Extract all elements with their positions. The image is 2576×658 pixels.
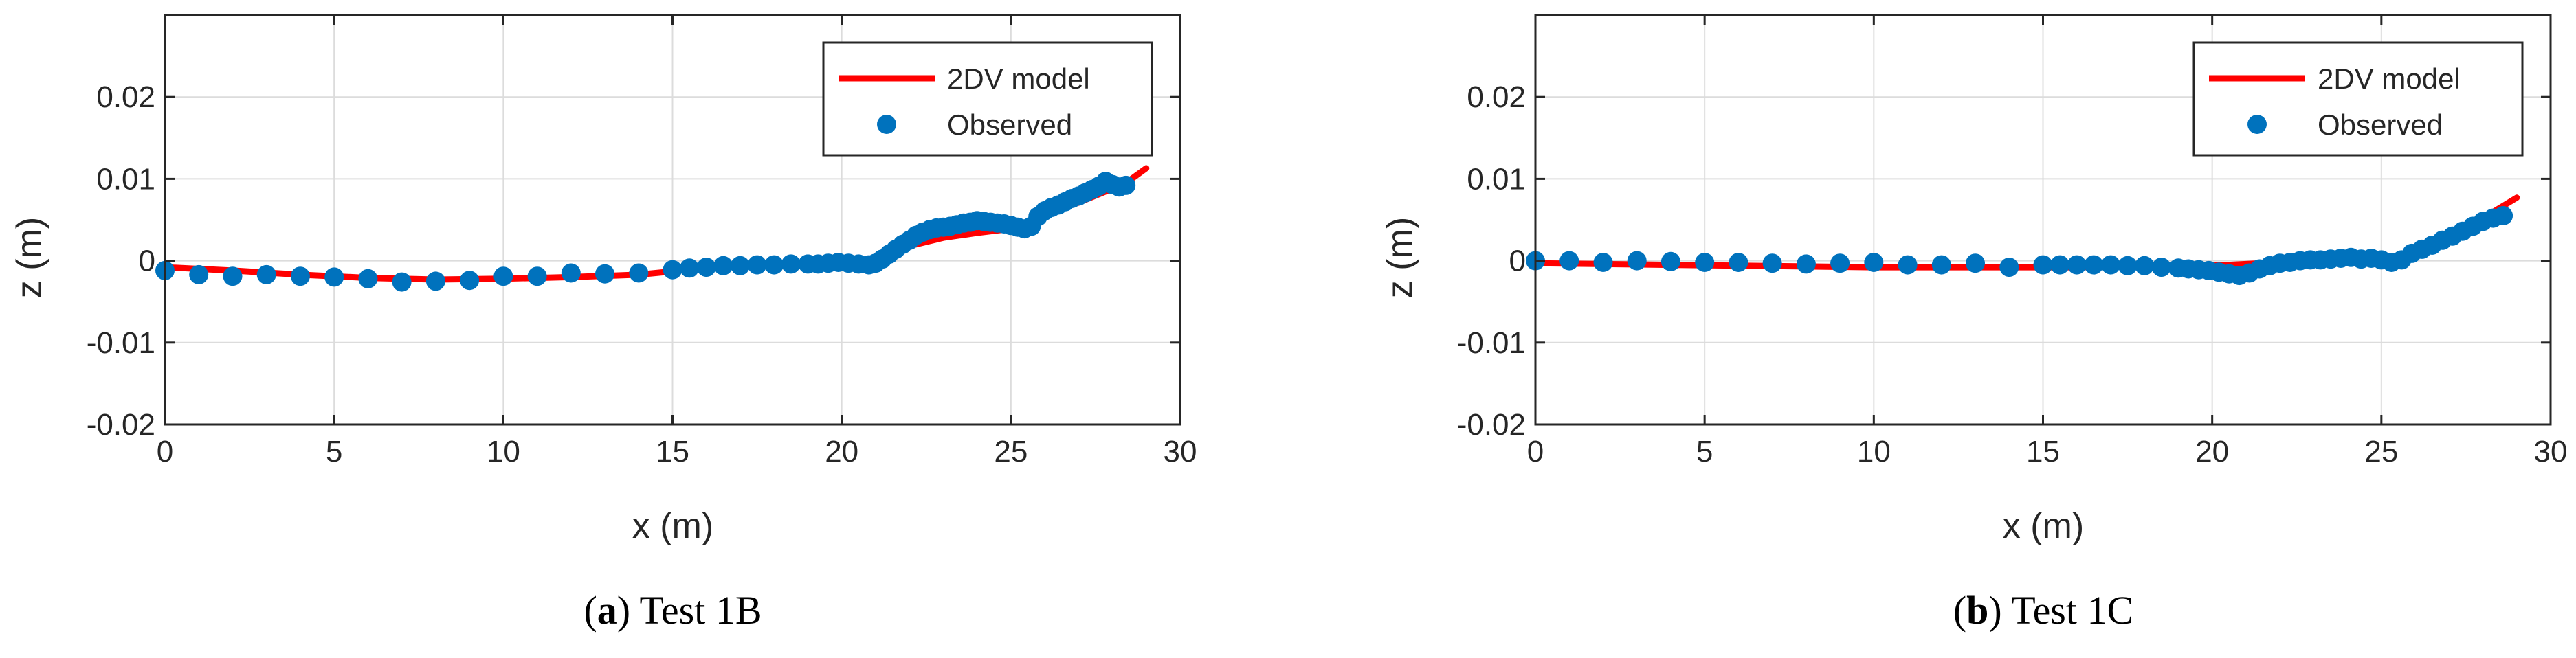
observed-point bbox=[2067, 255, 2087, 275]
caption-letter: b bbox=[1966, 588, 1988, 633]
observed-point bbox=[1116, 175, 1136, 195]
observed-point bbox=[696, 258, 716, 277]
observed-point bbox=[1999, 258, 2019, 277]
observed-point bbox=[680, 258, 700, 278]
observed-point bbox=[425, 271, 445, 291]
y-axis-label-a: z (m) bbox=[10, 217, 49, 298]
observed-point bbox=[2033, 255, 2053, 275]
observed-point bbox=[2050, 255, 2070, 275]
legend-marker-swatch bbox=[877, 115, 896, 134]
y-tick-label: 0.02 bbox=[1467, 80, 1526, 114]
caption-a: (a) Test 1B bbox=[584, 588, 762, 633]
observed-point bbox=[358, 269, 378, 288]
legend-entry-observed: Observed bbox=[2318, 109, 2443, 141]
observed-point bbox=[747, 255, 767, 275]
observed-point bbox=[392, 272, 412, 292]
y-tick-label: 0 bbox=[139, 245, 155, 278]
x-tick-label: 20 bbox=[825, 435, 858, 468]
observed-point bbox=[1729, 253, 1748, 272]
x-tick-label: 0 bbox=[157, 435, 173, 468]
x-tick-label: 5 bbox=[326, 435, 342, 468]
observed-point bbox=[2494, 206, 2513, 225]
observed-point bbox=[781, 254, 801, 274]
y-tick-label: 0.02 bbox=[96, 80, 155, 114]
observed-point bbox=[1796, 254, 1816, 274]
observed-point bbox=[493, 266, 513, 286]
y-tick-label: -0.02 bbox=[87, 408, 155, 442]
y-tick-label: -0.01 bbox=[1457, 326, 1526, 360]
x-tick-label: 15 bbox=[2026, 435, 2060, 468]
x-tick-label: 0 bbox=[1527, 435, 1544, 468]
legend-entry-model: 2DV model bbox=[947, 63, 1090, 95]
observed-point bbox=[1661, 251, 1680, 271]
observed-point bbox=[1593, 253, 1613, 272]
observed-point bbox=[1762, 253, 1782, 273]
x-tick-label: 10 bbox=[1857, 435, 1891, 468]
y-tick-label: 0.01 bbox=[96, 162, 155, 196]
y-tick-label: 0 bbox=[1509, 245, 1526, 278]
caption-text: Test 1C bbox=[2011, 588, 2133, 633]
legend-b: 2DV model Observed bbox=[2192, 41, 2524, 157]
x-tick-label: 10 bbox=[487, 435, 520, 468]
observed-point bbox=[2135, 256, 2155, 275]
observed-point bbox=[460, 271, 480, 291]
y-tick-label: -0.01 bbox=[87, 326, 155, 360]
observed-point bbox=[324, 267, 344, 287]
caption-b: (b) Test 1C bbox=[1953, 588, 2133, 633]
observed-point bbox=[713, 256, 733, 275]
observed-point bbox=[561, 263, 581, 283]
caption-letter: a bbox=[597, 588, 617, 633]
legend-box bbox=[2192, 41, 2524, 157]
observed-point bbox=[189, 264, 209, 284]
x-axis-label-a: x (m) bbox=[632, 506, 713, 546]
observed-point bbox=[527, 266, 547, 286]
observed-point bbox=[1864, 253, 1884, 272]
caption-text: Test 1B bbox=[640, 588, 762, 633]
observed-point bbox=[1931, 255, 1951, 275]
observed-point bbox=[595, 264, 614, 284]
observed-point bbox=[1559, 251, 1579, 271]
observed-point bbox=[1695, 253, 1715, 272]
y-tick-label: -0.02 bbox=[1457, 408, 1526, 442]
x-axis-label-b: x (m) bbox=[2003, 506, 2084, 546]
observed-point bbox=[629, 263, 649, 283]
observed-point bbox=[1627, 251, 1647, 271]
panel-b: 0 5 10 15 20 25 30 -0.02 -0.01 0 0.01 0.02 bbox=[1457, 14, 2568, 468]
observed-point bbox=[223, 266, 243, 286]
observed-point bbox=[2084, 255, 2104, 275]
y-axis-label-b: z (m) bbox=[1380, 217, 1420, 298]
observed-point bbox=[256, 264, 276, 284]
legend-entry-observed: Observed bbox=[947, 109, 1072, 141]
x-tick-label: 30 bbox=[2534, 435, 2568, 468]
observed-point bbox=[290, 266, 310, 286]
observed-point bbox=[1830, 253, 1850, 273]
observed-point bbox=[2151, 258, 2171, 277]
x-tick-label: 25 bbox=[994, 435, 1028, 468]
legend-entry-model: 2DV model bbox=[2318, 63, 2461, 95]
x-tick-label: 5 bbox=[1696, 435, 1713, 468]
observed-point bbox=[1898, 255, 1918, 275]
observed-point bbox=[764, 255, 784, 275]
x-tick-label: 30 bbox=[1164, 435, 1197, 468]
x-tick-label: 25 bbox=[2364, 435, 2398, 468]
observed-point bbox=[2101, 255, 2120, 275]
observed-point bbox=[2118, 256, 2138, 275]
observed-point bbox=[663, 260, 682, 280]
x-tick-label: 20 bbox=[2195, 435, 2229, 468]
legend-marker-swatch bbox=[2247, 115, 2267, 134]
observed-point bbox=[1966, 253, 1985, 273]
observed-point bbox=[731, 256, 750, 275]
legend-box bbox=[822, 41, 1153, 157]
x-tick-label: 15 bbox=[656, 435, 689, 468]
y-tick-label: 0.01 bbox=[1467, 162, 1526, 196]
legend-a: 2DV model Observed bbox=[822, 41, 1153, 157]
